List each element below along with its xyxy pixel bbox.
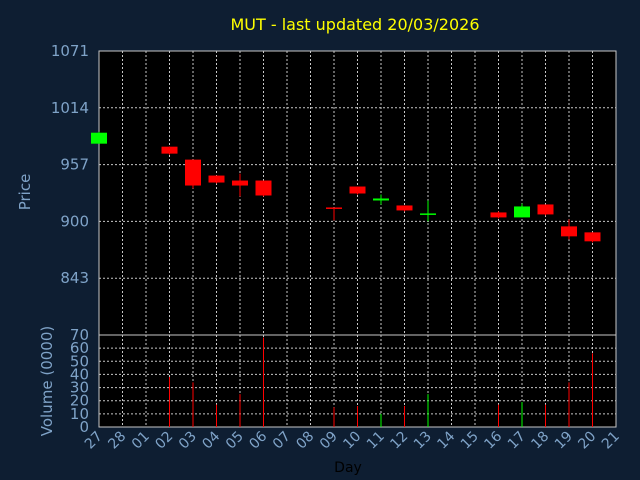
candle-body — [232, 180, 248, 186]
price-tick-label: 900 — [60, 212, 89, 230]
x-tick-label: 05 — [223, 429, 247, 453]
x-tick-label: 02 — [152, 429, 176, 453]
price-tick-label: 1071 — [51, 42, 89, 60]
volume-tick-label: 60 — [70, 339, 89, 357]
volume-tick-label: 40 — [70, 365, 89, 383]
x-tick-label: 19 — [552, 429, 576, 453]
x-tick-label: 15 — [458, 429, 482, 453]
x-tick-label: 17 — [505, 429, 529, 453]
x-tick-label: 13 — [411, 429, 435, 453]
volume-tick-label: 30 — [70, 379, 89, 397]
candle-body — [561, 226, 577, 237]
volume-tick-label: 20 — [70, 392, 89, 410]
x-tick-label: 18 — [528, 429, 552, 453]
price-tick-label: 1014 — [51, 99, 89, 117]
tick-labels: 27 28 01 02 03 04 05 06 07 08 09 10 11 12 13 14 15 16 17 18… — [51, 42, 623, 452]
candle-body — [349, 186, 366, 194]
candle-body — [185, 159, 201, 186]
x-tick-label: 12 — [387, 429, 411, 453]
candle-body — [584, 232, 601, 242]
candle-body — [255, 180, 272, 196]
candle-body — [326, 207, 342, 209]
x-tick-label: 07 — [270, 429, 294, 453]
price-tick-label: 957 — [60, 156, 89, 174]
x-tick-label: 03 — [176, 429, 200, 453]
candle-body — [420, 213, 436, 215]
volume-tick-label: 0 — [79, 418, 89, 436]
x-tick-label: 21 — [599, 429, 623, 453]
x-axis-label: Day — [334, 460, 362, 476]
price-axis-label: Price — [16, 174, 34, 211]
candle-body — [208, 175, 225, 183]
volume-tick-label: 50 — [70, 352, 89, 370]
price-tick-label: 843 — [60, 269, 89, 287]
candle-body — [161, 146, 178, 154]
volume-tick-label: 70 — [70, 326, 89, 344]
x-tick-label: 20 — [575, 429, 599, 453]
candles — [91, 131, 601, 243]
candle-body — [490, 212, 507, 218]
x-tick-label: 10 — [340, 429, 364, 453]
x-tick-label: 16 — [481, 428, 505, 452]
chart-title: MUT - last updated 20/03/2026 — [230, 15, 479, 34]
volume-tick-label: 10 — [70, 405, 89, 423]
candle-body — [396, 205, 413, 211]
x-tick-label: 14 — [434, 428, 458, 452]
x-tick-label: 08 — [293, 429, 317, 453]
x-tick-label: 11 — [364, 429, 388, 453]
x-tick-label: 01 — [129, 429, 153, 453]
candle-body — [514, 206, 530, 218]
x-tick-label: 04 — [199, 428, 223, 452]
volume-axis-label: Volume (0000) — [38, 326, 56, 436]
candle-body — [537, 204, 554, 215]
x-tick-label: 09 — [317, 429, 341, 453]
candle-body — [373, 198, 389, 201]
volume-bars — [169, 337, 593, 427]
candle-body — [91, 132, 107, 144]
x-tick-label: 28 — [105, 429, 129, 453]
x-tick-label: 06 — [246, 428, 270, 452]
